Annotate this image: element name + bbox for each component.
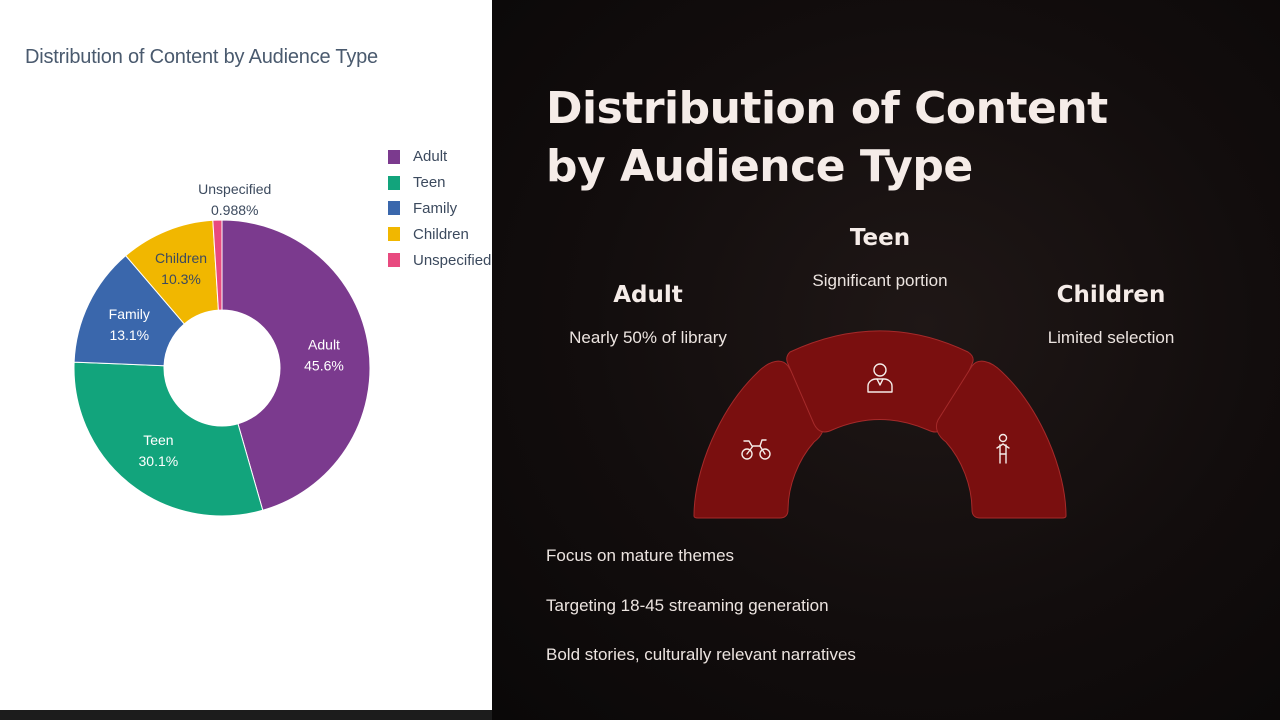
donut-slice-family	[73, 254, 185, 367]
legend-label: Children	[413, 225, 469, 243]
slice-label-teen: Teen 30.1%	[139, 432, 179, 469]
bullet-item: Focus on mature themes	[546, 546, 735, 565]
person-icon	[867, 363, 893, 393]
legend-item-family[interactable]: Family	[388, 196, 491, 222]
chart-title: Distribution of Content by Audience Type	[25, 46, 378, 68]
legend-label: Unspecified	[413, 251, 492, 269]
donut-slice-teen	[73, 361, 264, 517]
gauge-segment-teen	[786, 330, 974, 433]
legend-label: Family	[413, 199, 458, 217]
legend-label: Teen	[413, 174, 446, 192]
slide-title-line2: by Audience Type	[546, 141, 973, 192]
donut-chart: Adult 45.6% Teen 30.1% Family 13.1%Children 10…	[73, 181, 371, 517]
panel-shadow	[0, 710, 492, 720]
legend-item-unspecified[interactable]: Unspecified	[388, 247, 491, 273]
legend-swatch	[388, 149, 400, 164]
slide-title-line1: Distribution of Content	[546, 83, 1108, 134]
slice-label-adult: Adult 45.6%	[304, 337, 344, 374]
gauge-segment-adult	[693, 360, 825, 519]
audience-gauge	[693, 330, 1067, 519]
segment-heading-children: Children	[1056, 282, 1166, 308]
bullet-item: Targeting 18-45 streaming generation	[546, 596, 829, 615]
legend-label: Adult	[413, 148, 448, 166]
gauge-segment-children	[935, 360, 1067, 519]
slice-label-family: Family 13.1%	[109, 306, 150, 343]
segment-desc-teen: Significant portion	[812, 271, 948, 290]
legend-swatch	[388, 175, 400, 190]
bullet-item: Bold stories, culturally relevant narrat…	[546, 645, 856, 664]
donut-slice-adult	[221, 219, 371, 511]
legend-swatch	[388, 253, 400, 268]
segment-desc-children: Limited selection	[1047, 328, 1175, 347]
chart-panel: Distribution of Content by Audience Type…	[0, 0, 492, 710]
legend-item-adult[interactable]: Adult	[388, 144, 491, 170]
segment-desc-adult: Nearly 50% of library	[569, 328, 727, 347]
legend-swatch	[388, 227, 400, 242]
slice-label-unspecified: Unspecified 0.988%	[198, 181, 271, 218]
chart-legend: Adult Teen Family Children Unspecified	[388, 144, 491, 273]
child-icon	[996, 433, 1010, 464]
donut-slice-unspecified	[212, 219, 223, 311]
slice-label-children: Children 10.3%	[155, 250, 207, 287]
segment-heading-teen: Teen	[849, 225, 911, 251]
legend-swatch	[388, 201, 400, 216]
motorcycle-icon	[741, 439, 771, 460]
slide-title: Distribution of Content by Audience Type	[546, 80, 1108, 196]
segment-heading-adult: Adult	[613, 282, 683, 308]
legend-item-children[interactable]: Children	[388, 221, 491, 247]
legend-item-teen[interactable]: Teen	[388, 170, 491, 196]
